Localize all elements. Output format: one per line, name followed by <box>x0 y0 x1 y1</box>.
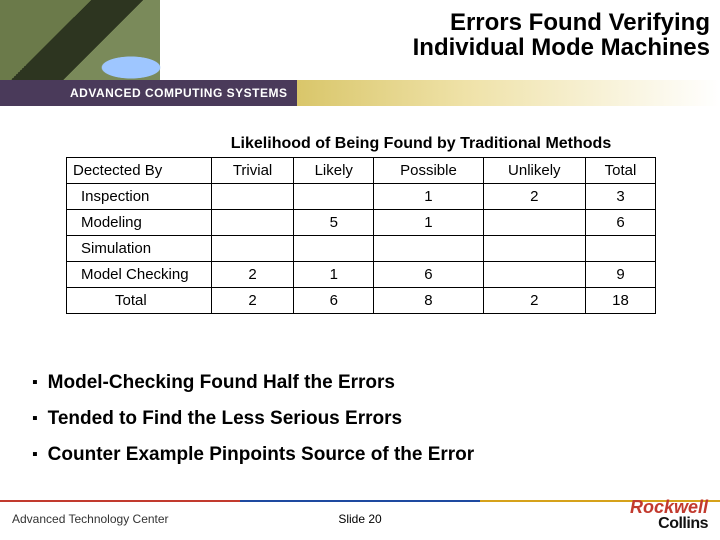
cell: 1 <box>374 210 483 236</box>
cell: 3 <box>586 184 656 210</box>
logo-top-text: Rockwell <box>630 497 708 517</box>
title-line-2: Individual Mode Machines <box>413 34 710 61</box>
cell <box>212 236 294 262</box>
cell <box>294 236 374 262</box>
row-label: Inspection <box>67 184 212 210</box>
errors-table: Dectected By Trivial Likely Possible Unl… <box>66 157 656 314</box>
table-row: Simulation <box>67 236 656 262</box>
col-header-unlikely: Unlikely <box>483 158 586 184</box>
title-line-1: Errors Found Verifying <box>450 9 710 36</box>
cell <box>212 210 294 236</box>
cell <box>374 236 483 262</box>
footer-bar-segment <box>240 500 480 502</box>
row-label: Simulation <box>67 236 212 262</box>
cell: 5 <box>294 210 374 236</box>
sub-banner: ADVANCED COMPUTING SYSTEMS <box>0 80 720 106</box>
cell: 9 <box>586 262 656 288</box>
cell: 2 <box>212 288 294 314</box>
row-label: Total <box>67 288 212 314</box>
sub-banner-gradient <box>297 80 720 106</box>
slide-title: Errors Found Verifying Individual Mode M… <box>290 10 710 60</box>
cell: 1 <box>374 184 483 210</box>
bullet-item: Counter Example Pinpoints Source of the … <box>32 444 682 466</box>
cell: 6 <box>374 262 483 288</box>
cell: 2 <box>483 184 586 210</box>
table-container: Likelihood of Being Found by Traditional… <box>66 135 656 314</box>
cell <box>483 210 586 236</box>
cell <box>483 236 586 262</box>
cell: 8 <box>374 288 483 314</box>
table-header-row: Dectected By Trivial Likely Possible Unl… <box>67 158 656 184</box>
bullet-item: Model-Checking Found Half the Errors <box>32 372 682 394</box>
sub-banner-left-block <box>0 80 60 106</box>
bullet-item: Tended to Find the Less Serious Errors <box>32 408 682 430</box>
cell <box>212 184 294 210</box>
company-logo: Rockwell Collins <box>630 498 708 532</box>
table-row: Modeling 5 1 6 <box>67 210 656 236</box>
bullet-list: Model-Checking Found Half the Errors Ten… <box>32 372 682 480</box>
cell <box>294 184 374 210</box>
footer-color-bar <box>0 500 720 502</box>
cell: 2 <box>483 288 586 314</box>
cell: 6 <box>586 210 656 236</box>
cell: 1 <box>294 262 374 288</box>
table-row: Total 2 6 8 2 18 <box>67 288 656 314</box>
logo-bottom-text: Collins <box>630 516 708 532</box>
sub-banner-label: ADVANCED COMPUTING SYSTEMS <box>60 80 297 106</box>
table-row: Model Checking 2 1 6 9 <box>67 262 656 288</box>
table-row: Inspection 1 2 3 <box>67 184 656 210</box>
row-label: Modeling <box>67 210 212 236</box>
col-header-trivial: Trivial <box>212 158 294 184</box>
cell: 6 <box>294 288 374 314</box>
footer-slide-number: Slide 20 <box>0 512 720 526</box>
cell: 2 <box>212 262 294 288</box>
cell: 18 <box>586 288 656 314</box>
row-label: Model Checking <box>67 262 212 288</box>
cell <box>483 262 586 288</box>
table-spanner-title: Likelihood of Being Found by Traditional… <box>186 135 656 153</box>
col-header-likely: Likely <box>294 158 374 184</box>
table-body: Inspection 1 2 3 Modeling 5 1 6 Simulati <box>67 184 656 314</box>
cell <box>586 236 656 262</box>
col-header-possible: Possible <box>374 158 483 184</box>
col-header-total: Total <box>586 158 656 184</box>
col-header-detected-by: Dectected By <box>67 158 212 184</box>
footer-bar-segment <box>0 500 240 502</box>
slide: Errors Found Verifying Individual Mode M… <box>0 0 720 540</box>
